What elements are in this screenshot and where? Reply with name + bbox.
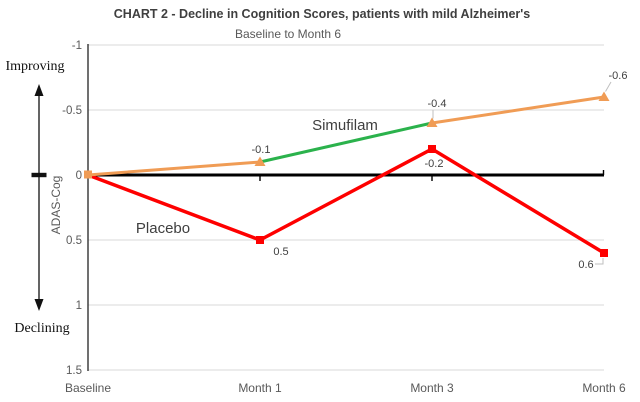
- arrow-head-up-icon: [34, 84, 44, 96]
- data-label: -0.6: [609, 70, 628, 82]
- simufilam-series-label: Simufilam: [312, 117, 378, 134]
- y-tick-label: 1: [76, 300, 82, 312]
- data-label: 0.6: [578, 259, 593, 271]
- y-tick-label: 1.5: [66, 365, 82, 377]
- leader-line: [605, 81, 612, 92]
- placebo-marker: [428, 145, 436, 153]
- data-label: 0.5: [273, 246, 288, 258]
- placebo-marker: [600, 249, 608, 257]
- improving-annotation: Improving: [5, 59, 65, 74]
- chart-title: CHART 2 - Decline in Cognition Scores, p…: [113, 7, 531, 21]
- simufilam-marker: [84, 170, 92, 179]
- arrow-zero-tick: [31, 172, 47, 178]
- placebo-marker: [256, 236, 264, 244]
- x-tick-label: Month 6: [582, 381, 626, 395]
- simufilam-marker: [254, 156, 266, 166]
- simufilam-line-segment: [258, 121, 434, 164]
- x-tick-label: Month 3: [410, 381, 454, 395]
- simufilam-line-segment: [86, 160, 262, 177]
- x-tick-label: Baseline: [65, 381, 111, 395]
- y-tick-label: -0.5: [62, 105, 82, 117]
- leader-line: [595, 258, 604, 265]
- simufilam-marker: [426, 117, 438, 127]
- arrow-head-down-icon: [34, 299, 44, 311]
- y-tick-label: 0: [76, 170, 82, 182]
- simufilam-marker: [598, 91, 610, 101]
- x-tick-label: Month 1: [238, 381, 282, 395]
- y-tick-label: -1: [72, 40, 82, 52]
- data-label: -0.1: [252, 144, 271, 156]
- data-label: -0.2: [425, 158, 444, 170]
- chart-subtitle: Baseline to Month 6: [234, 27, 342, 41]
- declining-annotation: Declining: [14, 321, 70, 336]
- data-label: -0.4: [428, 98, 447, 110]
- simufilam-line-segment: [430, 95, 606, 125]
- y-tick-label: 0.5: [66, 235, 82, 247]
- placebo-series-label: Placebo: [136, 220, 190, 237]
- placebo-line: [87, 146, 605, 255]
